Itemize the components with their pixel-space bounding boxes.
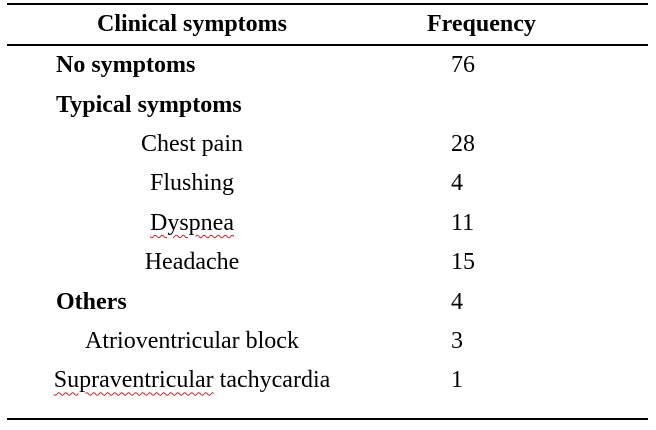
column-header-frequency: Frequency <box>427 11 536 37</box>
column-header-clinical-symptoms: Clinical symptoms <box>96 11 287 37</box>
frequency-value: 15 <box>451 249 475 276</box>
table-row-dyspnea: Dyspnea 11 <box>0 204 656 243</box>
table-row-typical-symptoms: Typical symptoms <box>0 85 656 124</box>
table-row-atrioventricular-block: Atrioventricular block 3 <box>0 322 656 361</box>
symptom-label: Chest pain <box>141 130 243 157</box>
symptom-label: Atrioventricular block <box>85 327 299 354</box>
frequency-value: 4 <box>451 170 463 197</box>
misspelled-word: Supraventricular <box>53 367 214 394</box>
table-row-others: Others 4 <box>0 282 656 321</box>
symptom-label: No symptoms <box>56 52 196 79</box>
table-bottom-border <box>7 418 648 420</box>
frequency-value: 28 <box>451 130 475 157</box>
table-header-row: Clinical symptoms Frequency <box>0 5 656 44</box>
frequency-value: 76 <box>451 52 475 79</box>
frequency-value: 11 <box>451 209 475 236</box>
symptom-label: Flushing <box>149 170 235 197</box>
table-body: No symptoms 76 Typical symptoms Chest pa… <box>0 46 656 401</box>
frequency-value: 4 <box>451 288 463 315</box>
frequency-value: 1 <box>451 367 463 394</box>
misspelled-word: Dyspnea <box>150 209 234 236</box>
table-row-flushing: Flushing 4 <box>0 164 656 203</box>
symptom-label: Dyspnea <box>0 210 377 237</box>
table-row-supraventricular-tachycardia: Supraventricular tachycardia 1 <box>0 361 656 400</box>
frequency-value: 3 <box>451 327 463 354</box>
symptom-label: Supraventricular tachycardia <box>0 367 377 394</box>
table-row-chest-pain: Chest pain 28 <box>0 125 656 164</box>
table-row-headache: Headache 15 <box>0 243 656 282</box>
symptom-label: Typical symptoms <box>56 91 242 118</box>
header-divider <box>7 44 648 46</box>
symptom-label-rest: tachycardia <box>219 367 331 394</box>
symptom-label: Others <box>56 288 127 315</box>
symptom-label: Headache <box>144 249 240 276</box>
table-top-border <box>7 3 648 5</box>
table-row-no-symptoms: No symptoms 76 <box>0 46 656 85</box>
